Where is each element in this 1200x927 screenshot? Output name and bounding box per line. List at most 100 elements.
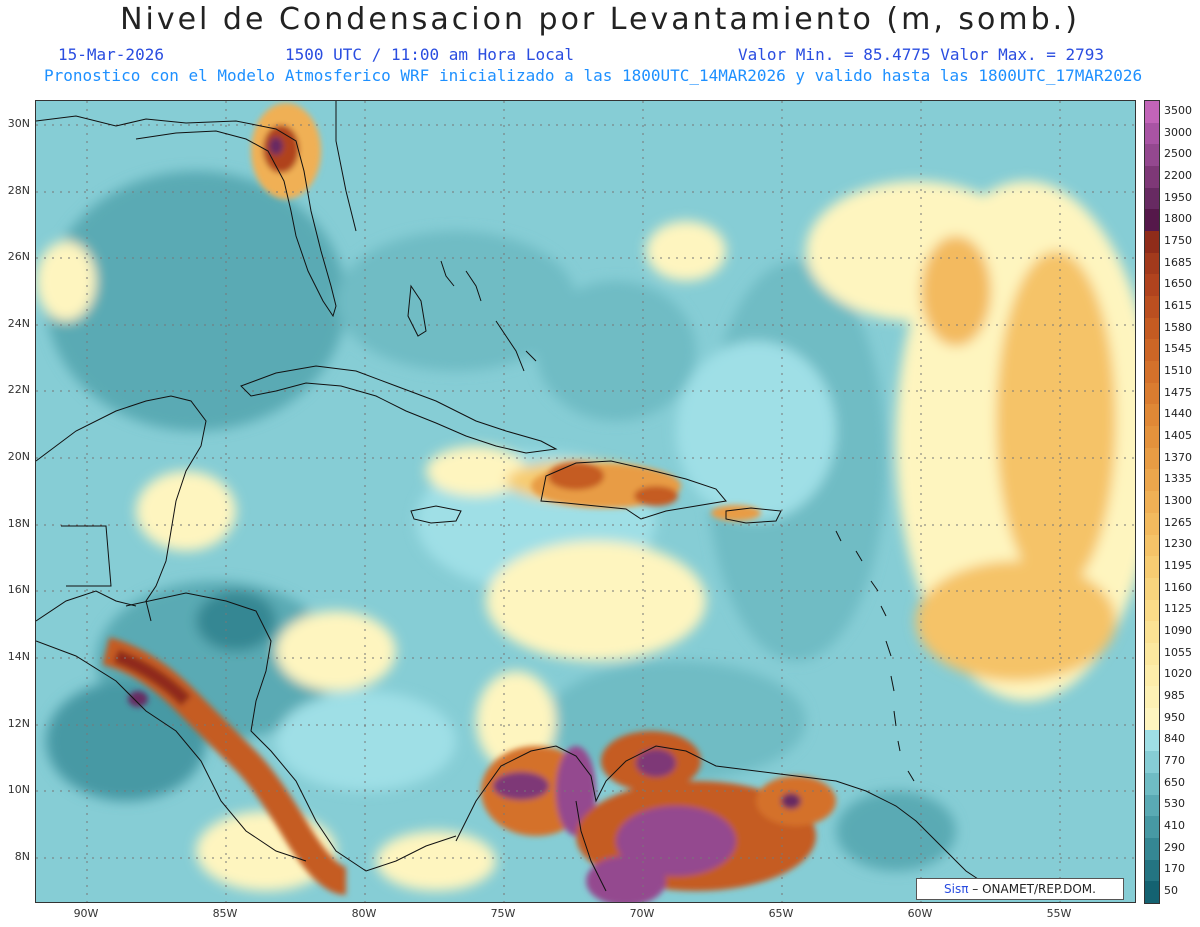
colorbar-label: 3000 xyxy=(1164,125,1192,139)
colorbar-label: 1230 xyxy=(1164,537,1192,551)
colorbar-label: 1750 xyxy=(1164,233,1192,247)
colorbar-segment xyxy=(1145,144,1159,167)
colorbar-segment xyxy=(1145,794,1159,817)
lat-label: 8N xyxy=(14,850,30,863)
colorbar-label: 1090 xyxy=(1164,624,1192,638)
colorbar-label: 1405 xyxy=(1164,428,1192,442)
colorbar-segment xyxy=(1145,816,1159,839)
colorbar-label: 1685 xyxy=(1164,255,1192,269)
colorbar-segment xyxy=(1145,837,1159,861)
colorbar-label: 950 xyxy=(1164,710,1185,724)
credit-brand: Sisπ xyxy=(944,882,969,896)
colorbar-label: 1160 xyxy=(1164,580,1192,594)
colorbar-segment xyxy=(1145,296,1159,319)
colorbar-label: 840 xyxy=(1164,732,1185,746)
colorbar-label: 2200 xyxy=(1164,168,1192,182)
credit-box: Sisπ – ONAMET/REP.DOM. xyxy=(916,878,1124,900)
colorbar-segment xyxy=(1145,512,1159,535)
colorbar-segment xyxy=(1145,621,1159,644)
colorbar-label: 1650 xyxy=(1164,277,1192,291)
lon-label: 65W xyxy=(768,907,794,920)
colorbar-segment xyxy=(1145,707,1159,731)
lat-label: 14N xyxy=(7,650,30,663)
lat-label: 18N xyxy=(7,517,30,530)
colorbar-segment xyxy=(1145,534,1159,557)
colorbar-segment xyxy=(1145,252,1159,275)
colorbar-label: 1125 xyxy=(1164,602,1192,616)
colorbar-segment xyxy=(1145,751,1159,774)
colorbar-segment xyxy=(1145,447,1159,470)
colorbar-segment xyxy=(1145,491,1159,514)
colorbar-segment xyxy=(1145,772,1159,796)
colorbar-segment xyxy=(1145,317,1159,340)
lon-label: 60W xyxy=(907,907,933,920)
coastlines xyxy=(36,101,997,892)
colorbar-label: 3500 xyxy=(1164,103,1192,117)
colorbar-label: 1055 xyxy=(1164,645,1192,659)
graticule xyxy=(36,101,1135,902)
lon-label: 90W xyxy=(73,907,99,920)
colorbar-label: 410 xyxy=(1164,819,1185,833)
colorbar-label: 1580 xyxy=(1164,320,1192,334)
colorbar-segment xyxy=(1145,274,1159,297)
colorbar-segment xyxy=(1145,231,1159,254)
lat-label: 26N xyxy=(7,250,30,263)
colorbar-label: 1370 xyxy=(1164,450,1192,464)
colorbar-segment xyxy=(1145,404,1159,427)
colorbar-segment xyxy=(1145,469,1159,492)
forecast-time: 1500 UTC / 11:00 am Hora Local xyxy=(285,45,574,64)
colorbar-label: 650 xyxy=(1164,775,1185,789)
colorbar-segment xyxy=(1145,859,1159,882)
colorbar-segment xyxy=(1145,166,1159,189)
colorbar-segment xyxy=(1145,664,1159,687)
map-svg xyxy=(36,101,1135,902)
colorbar-segment xyxy=(1145,101,1159,124)
lat-label: 22N xyxy=(7,383,30,396)
colorbar-label: 1300 xyxy=(1164,494,1192,507)
lat-label: 12N xyxy=(7,717,30,730)
colorbar-segment xyxy=(1145,556,1159,579)
lat-label: 28N xyxy=(7,184,30,197)
colorbar-segment xyxy=(1145,209,1159,232)
lon-label: 70W xyxy=(629,907,655,920)
colorbar-label: 1335 xyxy=(1164,472,1192,486)
colorbar-segment xyxy=(1145,729,1159,752)
colorbar-label: 1265 xyxy=(1164,515,1192,529)
value-range: Valor Min. = 85.4775 Valor Max. = 2793 xyxy=(738,45,1105,64)
colorbar-label: 290 xyxy=(1164,840,1185,854)
colorbar-label: 1545 xyxy=(1164,342,1192,356)
colorbar-label: 170 xyxy=(1164,862,1185,876)
lon-label: 75W xyxy=(490,907,516,920)
colorbar-label: 50 xyxy=(1164,884,1178,898)
colorbar-segment xyxy=(1145,339,1159,362)
colorbar-segment xyxy=(1145,187,1159,210)
colorbar-label: 770 xyxy=(1164,754,1185,768)
colorbar-segment xyxy=(1145,577,1159,601)
colorbar-segment xyxy=(1145,361,1159,384)
colorbar-label: 1615 xyxy=(1164,298,1192,312)
colorbar-label: 2500 xyxy=(1164,147,1192,161)
colorbar-segment xyxy=(1145,426,1159,449)
colorbar-label: 1020 xyxy=(1164,667,1192,681)
colorbar-label: 1475 xyxy=(1164,385,1192,399)
lon-label: 80W xyxy=(351,907,377,920)
colorbar-segment xyxy=(1145,382,1159,405)
colorbar-segment xyxy=(1145,686,1159,709)
colorbar-label: 1195 xyxy=(1164,559,1192,573)
colorbar-label: 530 xyxy=(1164,797,1185,811)
lat-label: 30N xyxy=(7,117,30,130)
colorbar xyxy=(1144,100,1160,904)
lat-label: 10N xyxy=(7,783,30,796)
model-description: Pronostico con el Modelo Atmosferico WRF… xyxy=(44,66,1143,85)
colorbar-segment xyxy=(1145,122,1159,145)
lat-label: 24N xyxy=(7,317,30,330)
colorbar-segment xyxy=(1145,642,1159,666)
forecast-date: 15-Mar-2026 xyxy=(58,45,164,64)
colorbar-segment xyxy=(1145,599,1159,622)
chart-title: Nivel de Condensacion por Levantamiento … xyxy=(120,2,1080,37)
lat-label: 16N xyxy=(7,583,30,596)
colorbar-label: 1800 xyxy=(1164,212,1192,226)
lon-label: 55W xyxy=(1046,907,1072,920)
colorbar-label: 1440 xyxy=(1164,407,1192,421)
credit-org: – ONAMET/REP.DOM. xyxy=(972,882,1096,896)
